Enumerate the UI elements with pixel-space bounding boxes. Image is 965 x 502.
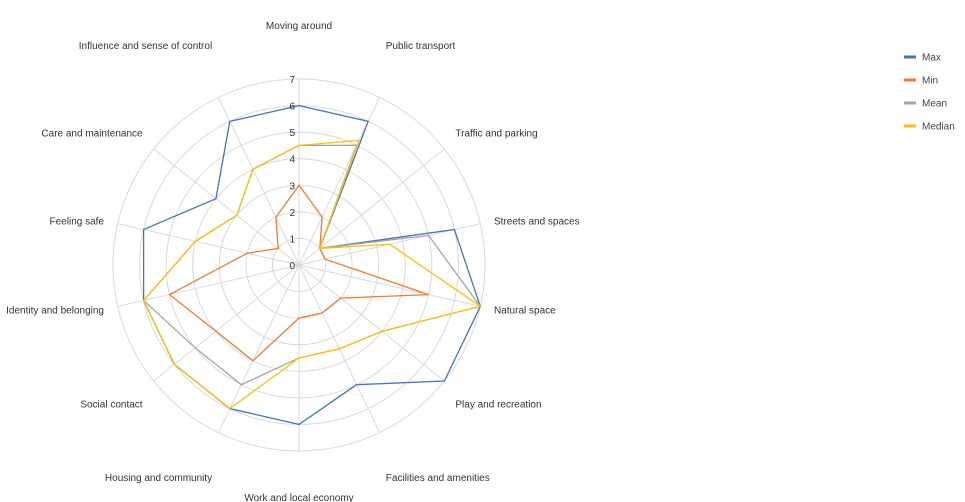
category-label: Identity and belonging (6, 306, 104, 317)
tick-label: 6 (289, 102, 295, 113)
category-label: Social contact (80, 400, 142, 411)
radar-spoke (117, 264, 300, 307)
chart-legend: Max Min Mean Median (904, 53, 955, 133)
radar-spoke (298, 148, 445, 266)
category-label: Streets and spaces (494, 217, 580, 228)
legend-label-max: Max (922, 53, 941, 64)
tick-label: 0 (289, 261, 295, 272)
tick-label: 2 (289, 208, 295, 219)
tick-label: 3 (289, 181, 295, 192)
radar-spoke (217, 97, 300, 266)
category-label: Public transport (386, 41, 456, 52)
category-label: Care and maintenance (41, 128, 143, 139)
radar-spoke (153, 148, 300, 266)
radar-spoke (217, 264, 300, 433)
radar-series (142, 104, 482, 426)
category-label: Moving around (266, 21, 332, 32)
tick-label: 1 (289, 234, 295, 245)
category-label: Traffic and parking (455, 128, 537, 139)
radar-tick-labels: 0 1 2 3 4 5 6 7 (289, 75, 295, 272)
radar-spoke (298, 264, 481, 307)
category-label: Natural space (494, 306, 556, 317)
category-label: Play and recreation (455, 400, 541, 411)
tick-label: 7 (289, 75, 295, 86)
legend-label-min: Min (922, 76, 938, 87)
radar-axes (117, 79, 481, 451)
tick-label: 4 (289, 155, 295, 166)
series-max-line (142, 104, 482, 426)
radar-spoke (117, 223, 300, 266)
category-label: Facilities and amenities (386, 473, 490, 484)
category-label: Influence and sense of control (79, 41, 212, 52)
tick-label: 5 (289, 128, 295, 139)
category-label: Feeling safe (50, 217, 105, 228)
series-min-line (168, 184, 429, 362)
radar-spoke (153, 264, 300, 382)
legend-label-mean: Mean (922, 99, 947, 110)
category-label: Work and local economy (244, 493, 353, 502)
radar-spoke (298, 264, 445, 382)
series-median-line (142, 139, 482, 410)
radar-category-labels: Moving around Public transport Traffic and… (6, 21, 579, 502)
legend-label-median: Median (922, 122, 955, 133)
category-label: Housing and community (105, 473, 212, 484)
